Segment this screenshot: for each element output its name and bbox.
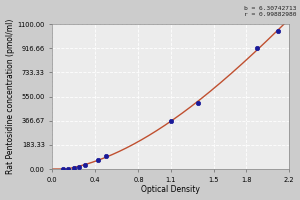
Point — [95, 159, 100, 162]
Y-axis label: Rat Pentosidine concentration (pmol/ml): Rat Pentosidine concentration (pmol/ml) — [6, 19, 15, 174]
Point — [254, 47, 259, 50]
Point — [77, 165, 82, 168]
Point — [168, 119, 173, 122]
Point — [104, 154, 109, 157]
X-axis label: Optical Density: Optical Density — [141, 185, 200, 194]
Point — [82, 163, 87, 167]
Point — [195, 102, 200, 105]
Point — [71, 166, 76, 170]
Point — [61, 167, 65, 171]
Point — [276, 29, 281, 32]
Point — [66, 167, 71, 170]
Text: b = 6.30742713
r = 0.99882980: b = 6.30742713 r = 0.99882980 — [244, 6, 297, 17]
